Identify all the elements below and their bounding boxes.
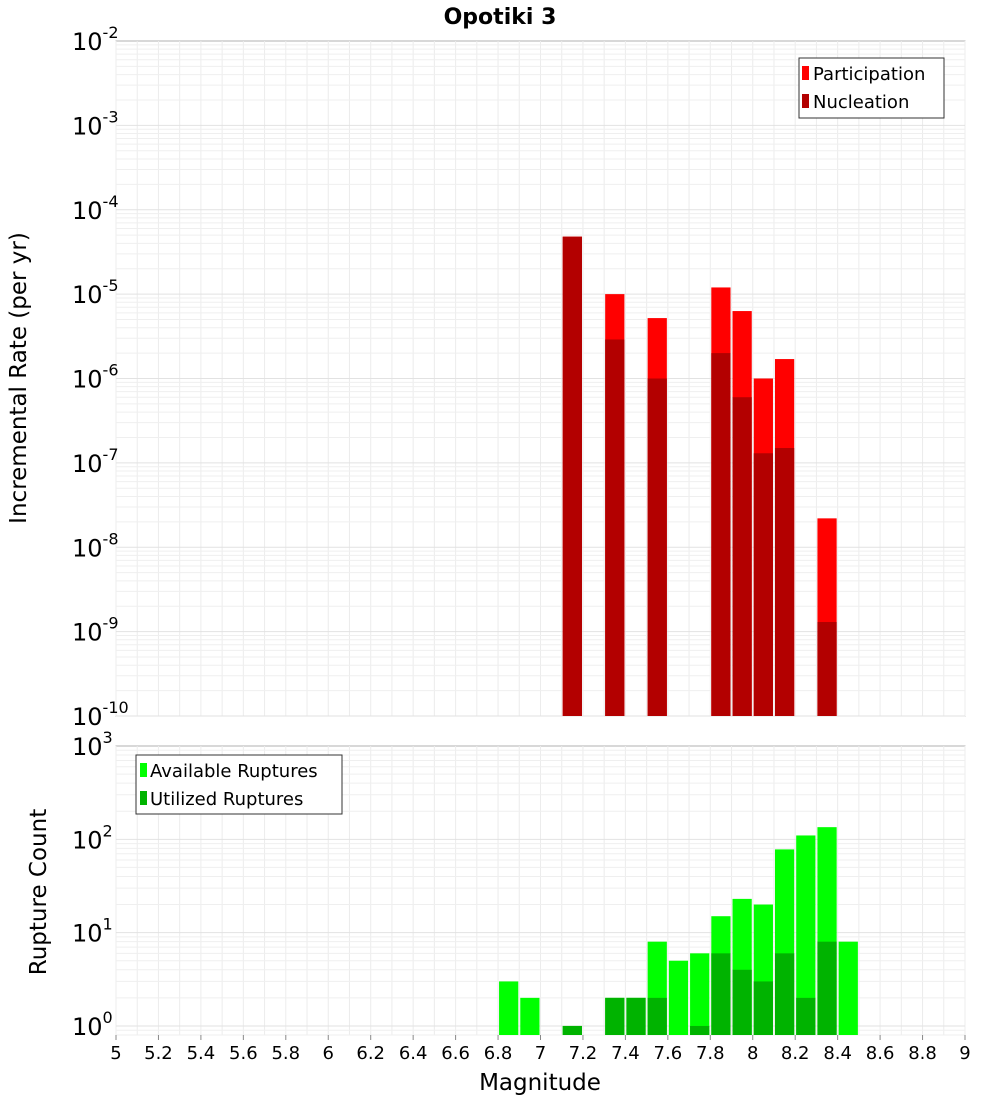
x-tick-label: 5 [110, 1043, 121, 1064]
legend-label-nucleation: Nucleation [813, 92, 909, 113]
top-y-tick-label: 10-4 [72, 192, 119, 225]
x-tick-label: 5.6 [229, 1043, 258, 1064]
bottom-y-tick-label: 101 [72, 915, 113, 948]
x-ticks: 5 5.2 5.4 5.6 5.8 6 6.2 6.4 6.6 6.8 7 7.2 7.4 7.6 7.8 8… [110, 1035, 971, 1064]
bottom-bars [499, 827, 858, 1035]
x-tick-label: 6.8 [484, 1043, 513, 1064]
legend-swatch-nucleation [802, 94, 809, 108]
legend-swatch-utilized [140, 791, 147, 805]
bottom-plot: 100 101 102 103 5 5.2 5.4 5.6 5.8 6 6.2 6.4 6.6 6.8 7… [26, 728, 971, 1096]
top-y-tick-label: 10-9 [72, 614, 119, 647]
x-tick-label: 8.4 [823, 1043, 852, 1064]
top-y-tick-label: 10-2 [72, 23, 119, 56]
bottom-bar-available-ruptures [838, 941, 858, 1035]
top-bar-nucleation [753, 453, 773, 716]
top-y-tick-label: 10-6 [72, 361, 119, 394]
x-tick-label: 7 [535, 1043, 546, 1064]
bottom-y-ticks: 100 101 102 103 [72, 728, 113, 1041]
bottom-bar-utilized-ruptures [626, 997, 646, 1035]
bottom-bar-available-ruptures [690, 953, 710, 1035]
top-bar-nucleation [647, 378, 667, 716]
x-tick-label: 6.6 [441, 1043, 470, 1064]
top-y-tick-label: 10-10 [72, 698, 129, 731]
bottom-bar-utilized-ruptures [605, 997, 625, 1035]
bottom-y-axis-label: Rupture Count [26, 809, 52, 975]
legend-label-participation: Participation [813, 64, 925, 85]
top-bar-nucleation [562, 236, 582, 716]
x-axis-label: Magnitude [479, 1070, 601, 1096]
legend-swatch-available [140, 763, 147, 777]
bottom-legend: Available Ruptures Utilized Ruptures [135, 754, 343, 815]
x-tick-label: 8.2 [781, 1043, 810, 1064]
bottom-bar-available-ruptures [668, 960, 689, 1035]
x-tick-label: 7.4 [611, 1043, 640, 1064]
x-tick-label: 8.6 [866, 1043, 895, 1064]
x-tick-label: 7.6 [654, 1043, 683, 1064]
top-legend-box [798, 57, 945, 119]
legend-label-utilized: Utilized Ruptures [150, 789, 303, 810]
bottom-grid [115, 746, 966, 1036]
bottom-bar-available-ruptures [499, 981, 519, 1035]
bottom-bar-available-ruptures [796, 835, 816, 1035]
top-grid [115, 41, 966, 717]
bottom-bar-utilized-ruptures [732, 969, 752, 1035]
top-bars [562, 236, 837, 716]
x-tick-label: 6 [323, 1043, 334, 1064]
top-bar-nucleation [711, 353, 731, 716]
x-tick-label: 6.4 [399, 1043, 428, 1064]
x-tick-label: 5.2 [144, 1043, 173, 1064]
top-bar-nucleation [817, 622, 837, 716]
bottom-y-tick-label: 103 [72, 728, 113, 761]
bottom-bar-utilized-ruptures [817, 941, 837, 1035]
x-tick-label: 5.4 [187, 1043, 216, 1064]
chart-title: Opotiki 3 [444, 5, 557, 30]
top-y-tick-label: 10-3 [72, 107, 119, 140]
bottom-legend-box [135, 754, 343, 815]
top-y-tick-label: 10-7 [72, 445, 119, 478]
top-bar-nucleation [732, 397, 752, 716]
x-tick-label: 7.2 [569, 1043, 598, 1064]
bottom-bar-utilized-ruptures [690, 1025, 710, 1035]
bottom-bar-utilized-ruptures [753, 981, 773, 1035]
top-bar-nucleation [605, 339, 625, 716]
top-y-tick-label: 10-8 [72, 529, 119, 562]
x-tick-label: 6.2 [356, 1043, 385, 1064]
top-plot: 10-10 10-9 10-8 10-7 10-6 10-5 10-4 10-3 10-2 In… [6, 23, 966, 731]
top-y-axis-label: Incremental Rate (per yr) [6, 232, 32, 524]
x-tick-label: 8.8 [908, 1043, 937, 1064]
bottom-bar-available-ruptures [520, 997, 540, 1035]
x-tick-label: 7.8 [696, 1043, 725, 1064]
top-bar-nucleation [774, 448, 795, 716]
bottom-bar-utilized-ruptures [774, 953, 795, 1035]
legend-label-available: Available Ruptures [150, 761, 318, 782]
bottom-bar-utilized-ruptures [562, 1025, 582, 1035]
top-y-tick-label: 10-5 [72, 276, 119, 309]
x-tick-label: 8 [747, 1043, 758, 1064]
bottom-bar-utilized-ruptures [796, 997, 816, 1035]
x-tick-label: 5.8 [271, 1043, 300, 1064]
bottom-y-tick-label: 100 [72, 1008, 113, 1041]
x-tick-label: 9 [959, 1043, 970, 1064]
bottom-y-tick-label: 102 [72, 821, 113, 854]
bottom-bar-utilized-ruptures [647, 997, 667, 1035]
bottom-bar-utilized-ruptures [711, 953, 731, 1035]
legend-swatch-participation [802, 66, 809, 80]
top-y-ticks: 10-10 10-9 10-8 10-7 10-6 10-5 10-4 10-3 10-2 [72, 23, 129, 731]
top-legend: Participation Nucleation [798, 57, 945, 119]
